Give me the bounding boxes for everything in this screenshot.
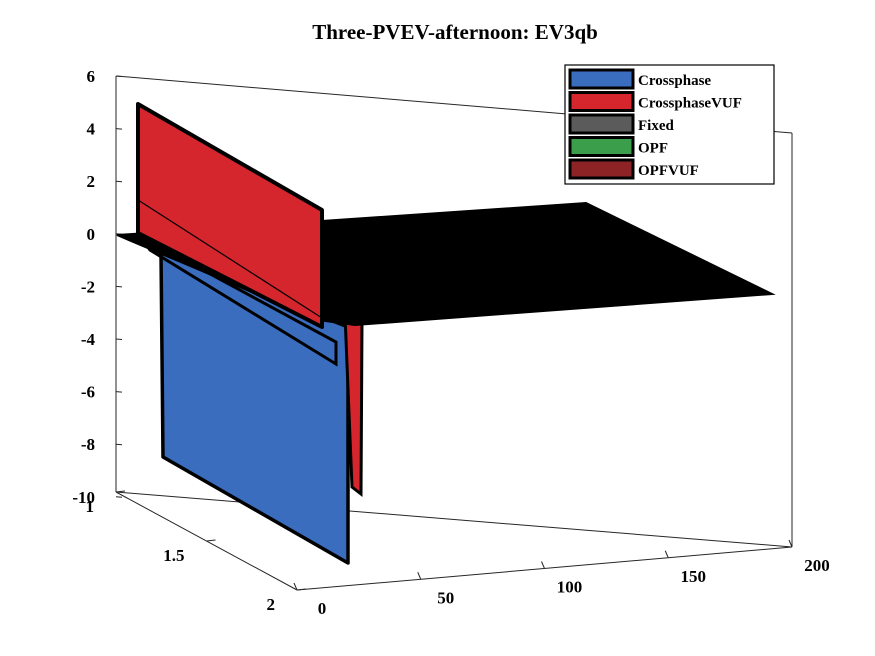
legend-swatch [568, 91, 635, 112]
x-tick-label: 100 [557, 578, 583, 597]
z-tick-label: -10 [72, 488, 95, 507]
x-tick-mark [541, 561, 545, 569]
chart-title: Three-PVEV-afternoon: EV3qb [312, 20, 598, 44]
z-tick-label: -4 [81, 330, 96, 349]
z-tick-label: 0 [87, 225, 96, 244]
x-tick-mark [664, 550, 669, 558]
y-tick-mark [115, 490, 126, 493]
x-tick-mark [293, 582, 298, 591]
legend-label: OPFVUF [638, 163, 699, 179]
legend-swatch [568, 158, 635, 180]
x-axis-ticks: 0 50 100 150 200 [293, 539, 830, 618]
z-tick-mark [115, 338, 123, 340]
z-tick-mark [115, 285, 123, 288]
z-tick-label: 4 [87, 120, 96, 139]
back-bottom-edge [115, 491, 793, 548]
legend-swatch [568, 113, 635, 135]
y-tick-label: 1.5 [163, 546, 184, 565]
z-tick-mark [115, 391, 123, 393]
x-tick-label: 0 [318, 599, 327, 618]
x-tick-label: 200 [804, 556, 830, 575]
z-tick-label: -8 [81, 435, 95, 454]
x-tick-label: 50 [437, 588, 454, 607]
legend-label: Crossphase [638, 73, 711, 89]
legend-swatch [568, 68, 635, 90]
z-tick-label: -6 [81, 383, 95, 402]
bar-crossphasevuf-positive [136, 102, 324, 329]
y-axis-ticks: 11.52 [86, 490, 307, 614]
bar-outline-wedge [138, 234, 338, 367]
bar-edge-line [137, 199, 323, 319]
x-tick-label: 150 [681, 567, 707, 586]
y-tick-label: 2 [267, 595, 276, 614]
legend-label: CrossphaseVUF [638, 96, 742, 112]
legend-swatch [568, 136, 635, 157]
z-tick-mark [115, 443, 123, 446]
y-tick-label: 1 [86, 497, 95, 516]
z-tick-label: -2 [81, 277, 95, 296]
z-tick-label: 2 [87, 172, 96, 191]
y-tick-mark [296, 588, 307, 591]
x-tick-mark [788, 539, 793, 548]
legend-label: OPF [638, 141, 668, 157]
z-tick-mark [115, 180, 123, 183]
bar-surfaces [116, 102, 776, 565]
z-tick-mark [115, 128, 123, 130]
z-tick-label: 6 [87, 67, 96, 86]
x-tick-mark [417, 572, 422, 580]
z-axis-ticks: 6 4 2 0 -2 -4 -6 -8 -10 [72, 67, 123, 507]
y-tick-mark [206, 539, 216, 542]
z-tick-mark [115, 75, 123, 77]
legend: Crossphase CrossphaseVUF Fixed OPF OPFVUF [564, 64, 775, 185]
legend-label: Fixed [638, 118, 674, 134]
z-tick-mark [115, 496, 123, 498]
